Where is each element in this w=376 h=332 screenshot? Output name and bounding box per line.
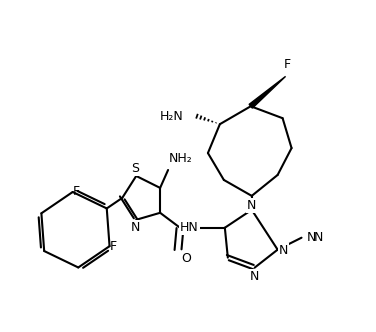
Text: N: N bbox=[250, 270, 259, 283]
Polygon shape bbox=[249, 76, 286, 108]
Text: F: F bbox=[109, 240, 117, 253]
Text: N: N bbox=[306, 231, 316, 244]
Text: F: F bbox=[73, 186, 80, 199]
Text: N: N bbox=[314, 231, 323, 244]
Text: N: N bbox=[130, 221, 140, 234]
Text: NH₂: NH₂ bbox=[169, 152, 193, 165]
Text: HN: HN bbox=[180, 221, 199, 234]
Text: N: N bbox=[247, 199, 256, 212]
Text: N: N bbox=[279, 244, 288, 257]
Text: O: O bbox=[181, 252, 191, 265]
Text: S: S bbox=[131, 162, 139, 175]
Text: H₂N: H₂N bbox=[159, 110, 183, 123]
Text: F: F bbox=[284, 58, 291, 71]
